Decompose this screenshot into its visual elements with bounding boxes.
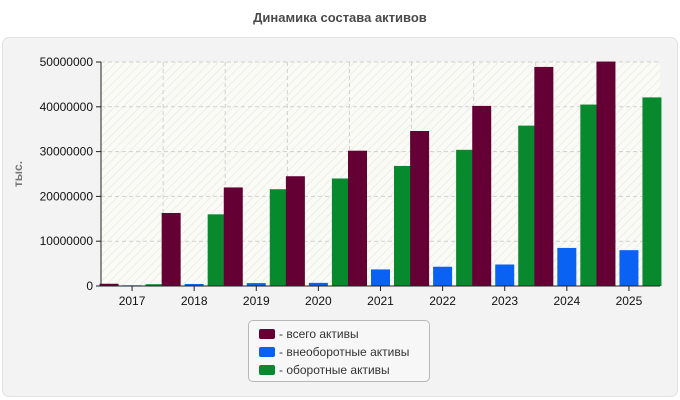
y-tick-label: 10000000: [40, 234, 94, 248]
legend-item-current: - оборотные активы: [259, 361, 429, 379]
bar-2021-series-2: [371, 269, 390, 286]
legend-swatch-total: [259, 329, 275, 339]
legend-label-total: - всего активы: [279, 327, 359, 341]
bar-2019-series-2: [246, 283, 266, 286]
legend-label-current: - оборотные активы: [279, 363, 390, 377]
bar-2018-series-2: [184, 283, 204, 286]
bar-2020-series-1: [285, 176, 305, 286]
x-tick-label: 2019: [243, 294, 270, 308]
bar-2021-series-1: [348, 150, 367, 286]
bar-2023-series-1: [472, 105, 492, 287]
bar-2023-series-2: [495, 264, 515, 286]
x-tick-label: 2025: [616, 294, 643, 308]
bar-2017-series-3: [145, 284, 165, 286]
bar-2022-series-2: [433, 266, 453, 286]
chart-title: Динамика состава активов: [253, 10, 427, 25]
bar-2020-series-3: [331, 178, 351, 286]
x-tick-label: 2022: [429, 294, 456, 308]
bar-2025-series-2: [619, 250, 639, 286]
y-tick-label: 40000000: [40, 100, 94, 114]
x-tick-label: 2020: [305, 294, 332, 308]
bar-2021-series-3: [394, 165, 413, 286]
bar-2018-series-1: [161, 212, 181, 286]
bar-2017-series-1: [99, 283, 119, 286]
bar-2018-series-3: [207, 214, 227, 286]
bar-2023-series-3: [518, 125, 538, 286]
legend-label-noncurrent: - внеоборотные активы: [279, 345, 410, 359]
bar-2025-series-3: [642, 97, 662, 286]
y-tick-label: 20000000: [40, 189, 94, 203]
x-tick-label: 2017: [119, 294, 146, 308]
y-tick-label: 0: [86, 279, 93, 293]
bar-2020-series-2: [308, 282, 328, 286]
bar-2024-series-3: [580, 104, 600, 286]
y-tick-label: 30000000: [40, 145, 94, 159]
bar-2024-series-2: [557, 247, 577, 286]
bar-2022-series-1: [410, 130, 430, 286]
y-axis-label: тыс.: [11, 161, 25, 187]
legend-item-total: - всего активы: [259, 325, 429, 343]
bar-2024-series-1: [534, 66, 554, 286]
x-tick-label: 2018: [181, 294, 208, 308]
bar-2022-series-3: [456, 149, 476, 286]
x-tick-label: 2021: [367, 294, 394, 308]
bar-2019-series-1: [223, 187, 243, 286]
x-tick-label: 2024: [553, 294, 580, 308]
bar-2019-series-3: [269, 189, 289, 286]
legend-swatch-noncurrent: [259, 347, 275, 357]
bar-2025-series-1: [596, 61, 616, 286]
legend-item-noncurrent: - внеоборотные активы: [259, 343, 429, 361]
x-tick-label: 2023: [491, 294, 518, 308]
y-tick-label: 50000000: [40, 55, 94, 69]
legend: - всего активы - внеоборотные активы - о…: [248, 320, 430, 382]
legend-swatch-current: [259, 365, 275, 375]
